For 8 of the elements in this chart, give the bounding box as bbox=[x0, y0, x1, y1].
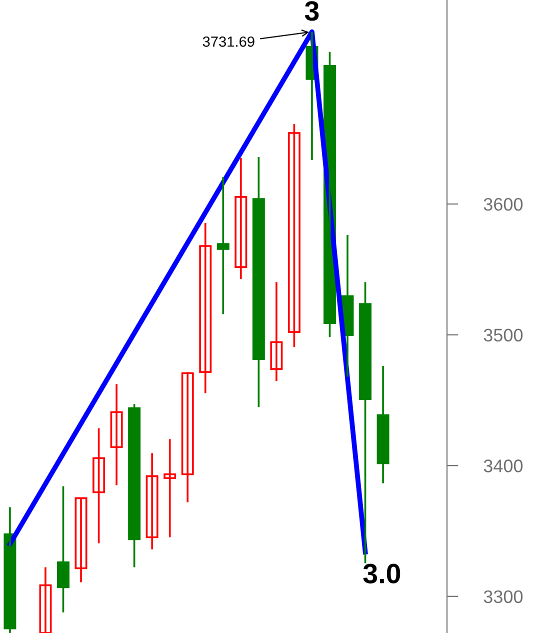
y-tick-label: 3500 bbox=[484, 328, 523, 342]
y-tick-label: 3600 bbox=[484, 198, 523, 211]
annotation: 3.0 bbox=[363, 564, 400, 584]
y-tick-label: 3400 bbox=[484, 460, 523, 472]
candlestick bbox=[216, 176, 230, 316]
annotation: 3731.69 bbox=[202, 36, 254, 47]
annotation: 3 bbox=[304, 1, 319, 21]
y-tick-label: 3300 bbox=[484, 590, 523, 604]
